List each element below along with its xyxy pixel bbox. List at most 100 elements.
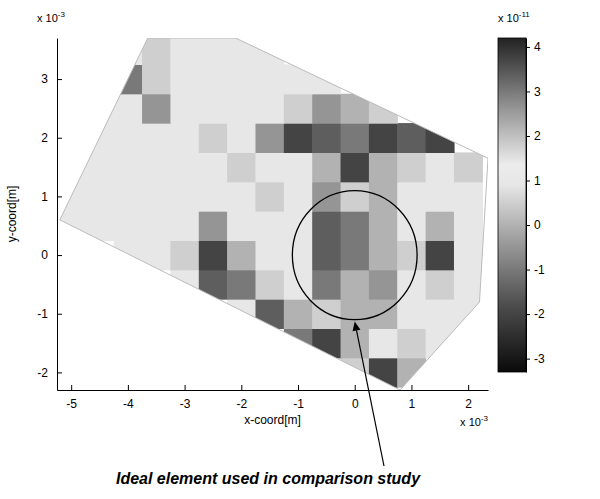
heat-cell [284,123,313,153]
heat-cell [170,94,199,124]
tick-mark [411,385,412,390]
heat-cell [199,270,228,300]
tick-label: -5 [66,397,77,411]
heat-cell [397,152,426,182]
heat-cell [170,240,199,270]
tick-mark [526,225,530,226]
plot-area [57,38,488,390]
chart: -5-4-3-2-1012-2-10123x-coord[m]y-coord[m… [0,0,600,499]
heat-cell [341,152,370,182]
heat-cell [369,182,398,212]
heat-cell [227,64,256,94]
y-axis: -2-10123 [37,39,62,391]
tick: 2 [465,385,472,411]
tick-mark [71,385,72,390]
y-multiplier-base: x 10 [37,12,58,24]
x-multiplier-base: x 10 [460,416,481,428]
heat-cell [312,123,341,153]
tick: -5 [66,385,77,411]
tick: -3 [526,352,545,366]
heat-cell [369,152,398,182]
heat-cell [341,211,370,241]
tick: 0 [352,385,359,411]
tick-label: -4 [123,397,134,411]
tick-label: 1 [534,174,541,188]
heat-cell [199,64,228,94]
heat-cell [142,64,171,94]
tick: 1 [41,190,62,204]
tick-label: -1 [293,397,304,411]
heat-cell [142,123,171,153]
heat-cell [341,123,370,153]
heat-cell [255,38,284,65]
tick-mark [241,385,242,390]
tick-label: 1 [41,190,48,204]
heat-cell [426,299,455,329]
heat-cell [397,123,426,153]
heat-cell [255,211,284,241]
heat-cell [227,123,256,153]
heat-cell [114,182,143,212]
heat-cell [397,328,426,358]
tick: -3 [180,385,191,411]
heat-cell [397,211,426,241]
heat-cell [227,240,256,270]
tick-mark [526,136,530,137]
ideal-element-circle [292,191,417,320]
heat-cell [85,211,114,241]
colorbar [498,38,526,372]
heat-cell [85,94,114,124]
heat-cell [284,240,313,270]
heat-cell [397,299,426,329]
x-multiplier: x 10-3 [460,414,488,428]
heat-cell [284,94,313,124]
annotation-arrow [357,330,384,466]
heat-cell [227,270,256,300]
heat-cell [227,182,256,212]
annotation-text: Ideal element used in comparison study [116,470,421,487]
heat-cell [255,182,284,212]
tick-mark [526,181,530,182]
tick-label: -3 [180,397,191,411]
tick-label: 1 [409,397,416,411]
tick: -2 [236,385,247,411]
heat-cell [312,94,341,124]
heat-cell [170,64,199,94]
heat-cell [454,182,483,212]
heat-cell [142,182,171,212]
heat-cell [284,299,313,329]
tick-label: 2 [41,131,48,145]
heat-cell [255,123,284,153]
heat-cell [227,299,256,329]
tick-mark [57,372,62,373]
heat-cell [369,240,398,270]
heat-cell [284,152,313,182]
heat-cell [454,240,483,270]
tick-mark [468,385,469,390]
heat-cell [114,94,143,124]
heat-cell [397,270,426,300]
heat-cell [114,240,143,270]
heat-cell [454,211,483,241]
heat-cell [227,94,256,124]
heat-cell [170,270,199,300]
tick-label: 4 [534,40,541,54]
heat-cell [312,152,341,182]
heat-cell [170,211,199,241]
heat-cell [199,123,228,153]
tick-mark [526,314,530,315]
tick: -1 [526,263,545,277]
heat-cell [397,240,426,270]
tick: 0 [526,218,541,232]
axis-line [526,39,527,373]
tick-label: 2 [465,397,472,411]
heat-cell [199,211,228,241]
heat-cell [312,240,341,270]
tick-mark [355,385,356,390]
heat-cell [170,152,199,182]
tick: 1 [526,174,541,188]
tick-mark [185,385,186,390]
tick: -2 [526,307,545,321]
tick: -1 [37,307,62,321]
heat-cell [114,211,143,241]
